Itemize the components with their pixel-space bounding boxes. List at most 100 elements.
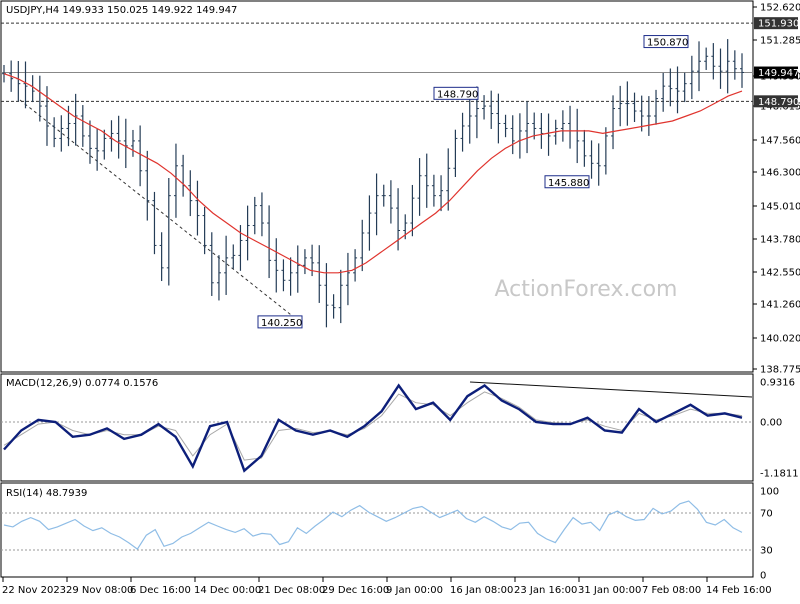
price-annotation-box (433, 86, 479, 100)
price-bar (195, 180, 200, 236)
price-bar (532, 112, 537, 140)
price-level-tag (754, 17, 798, 30)
price-level-tag (754, 95, 798, 108)
price-bar (145, 150, 150, 221)
price-bar (603, 127, 608, 175)
price-bar (525, 101, 530, 154)
price-bar (353, 249, 358, 282)
price-bar (675, 66, 680, 114)
price-bar (467, 98, 472, 144)
price-bar (388, 180, 393, 224)
price-y-tick-label: 140.020 (760, 334, 800, 345)
price-bar (589, 140, 594, 179)
price-bar (295, 245, 300, 293)
price-bar (446, 148, 451, 211)
price-bar (582, 129, 587, 167)
price-bar (130, 129, 135, 157)
price-header: USDJPY,H4 149.933 150.025 149.922 149.94… (6, 5, 237, 16)
x-axis-labels: 22 Nov 2023 29 Nov 08:006 Dec 16:00 14 Dec… (2, 577, 772, 596)
price-bar (431, 174, 436, 207)
price-bar (73, 93, 78, 146)
price-bar (639, 95, 644, 132)
price-annotation-label: 145.880 (548, 178, 589, 189)
macd-line (3, 383, 743, 473)
macd-header: MACD(12,26,9) 0.0774 0.1576 (6, 378, 158, 389)
price-bar (654, 89, 659, 125)
price-bar (374, 173, 379, 236)
price-level-tag-label: 149.947 (758, 68, 799, 79)
price-bar (632, 92, 637, 122)
x-tick-label: 21 Dec 08:00 (258, 585, 325, 596)
macd-y-ticks: 0.9316 0.00 -1.1811 (760, 378, 799, 480)
price-bar (259, 192, 264, 237)
price-annotations: 150.870 148.790 145.880 140.250 (257, 35, 689, 329)
price-bar (252, 196, 257, 235)
price-panel: ActionForex.com 150.870 148.790 145.880 140… (0, 0, 800, 376)
price-bar (689, 55, 694, 100)
x-tick-label: 7 Feb 08:00 (642, 585, 701, 596)
macd-y-tick-label: 0.9316 (760, 378, 795, 389)
rsi-y-ticks: 100 70 30 0 (760, 487, 779, 582)
price-bar (138, 125, 143, 187)
macd-y-tick-label: 0.00 (760, 418, 782, 429)
price-bar (209, 232, 214, 296)
price-y-tick-label: 152.620 (760, 3, 800, 14)
price-bar (345, 252, 350, 306)
macd-y-tick-label: -1.1811 (760, 469, 799, 480)
price-y-tick-label: 141.260 (760, 300, 800, 311)
price-bar (274, 238, 279, 293)
price-bar (381, 184, 386, 207)
macd-panel-frame (0, 373, 754, 482)
price-annotation-label: 140.250 (261, 318, 302, 329)
price-bar (44, 86, 49, 146)
price-bar (718, 48, 723, 89)
macd-panel: MACD(12,26,9) 0.0774 0.1576 0.9316 0.00 -1… (0, 373, 799, 482)
rsi-y-tick-label: 30 (760, 546, 773, 557)
price-annotation-box (643, 35, 689, 49)
price-bar (496, 93, 501, 144)
price-bar (725, 39, 730, 94)
price-bar (560, 110, 565, 142)
price-y-tick-label: 146.300 (760, 168, 800, 179)
x-tick-label: 16 Jan 08:00 (450, 585, 513, 596)
price-bar (159, 232, 164, 282)
price-bar (510, 115, 515, 155)
price-bar (539, 113, 544, 149)
price-annotation-box (257, 315, 303, 329)
price-bar (618, 85, 623, 127)
price-bars (2, 39, 744, 328)
price-bar (732, 50, 737, 80)
price-bar (697, 41, 702, 92)
price-bar (424, 153, 429, 208)
x-tick-label: 9 Jan 00:00 (386, 585, 443, 596)
rsi-header: RSI(14) 48.7939 (6, 488, 87, 499)
price-bar (95, 128, 100, 171)
price-bar (302, 249, 307, 275)
x-tick-label: 22 Nov 2023 (2, 585, 66, 596)
rsi-y-tick-label: 0 (760, 571, 766, 582)
price-bar (116, 115, 121, 159)
price-bar (439, 175, 444, 212)
price-bar (625, 81, 630, 126)
price-bar (317, 245, 322, 303)
macd-trend-line (469, 381, 753, 398)
price-annotation-label: 150.870 (647, 38, 688, 49)
rsi-panel: RSI(14) 48.7939 100 70 30 0 (0, 482, 779, 582)
price-bar (711, 43, 716, 80)
price-annotation-box (544, 175, 590, 189)
price-bar (245, 205, 250, 261)
price-bar (23, 61, 28, 109)
price-bar (646, 96, 651, 136)
x-tick-label: 29 Dec 16:00 (322, 585, 389, 596)
price-bar (682, 72, 687, 103)
price-bar (331, 294, 336, 319)
price-bar (202, 206, 207, 255)
price-bar (224, 235, 229, 295)
price-bar (281, 259, 286, 292)
price-y-tick-label: 142.550 (760, 268, 800, 279)
price-bar (52, 117, 57, 148)
price-y-tick-label: 143.780 (760, 235, 800, 246)
x-tick-label: 14 Feb 16:00 (706, 585, 772, 596)
rsi-line (3, 500, 743, 550)
price-bar (661, 72, 666, 112)
